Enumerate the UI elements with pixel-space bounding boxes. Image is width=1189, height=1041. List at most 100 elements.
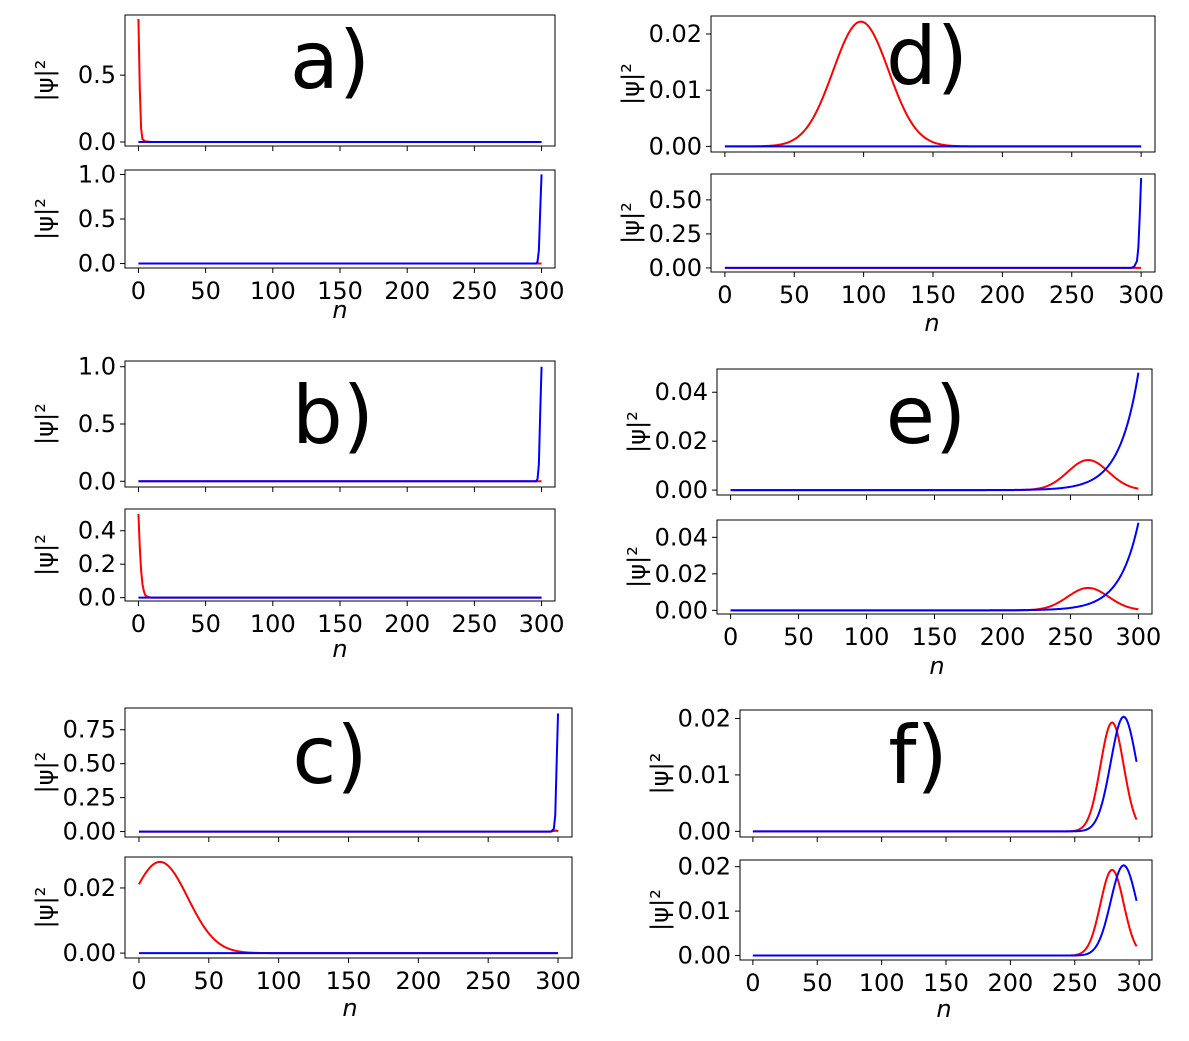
x-tick-label: 250 [465,967,511,995]
bottom-subplot: 0.00 0.02 0.04 0 50 100 150 200 250 300 |ψ|² [623,519,1162,651]
y-tick-label: 0.00 [655,596,708,624]
x-tick-label: 50 [802,969,833,997]
y-tick-label: 0.00 [678,817,731,845]
blue-line [752,864,1138,957]
x-tick-label: 100 [256,967,302,995]
x-tick-label: 50 [783,623,814,651]
x-tick-label: 150 [910,281,956,309]
y-tick-label: 0.02 [678,853,731,881]
y-tick-label: 0.0 [78,250,116,278]
axes-frame [124,508,556,602]
panel-a: 0.0 0.5 |ψ|² 0.0 0.5 1.0 0 50 100 150 200 250 300 |ψ|… [31,14,564,324]
x-tick-label: 300 [535,967,581,995]
x-tick-label: 300 [1116,969,1162,997]
y-tick-label: 0.25 [649,220,702,248]
x-axis-label: n [332,635,347,663]
x-tick-label: 150 [923,969,969,997]
x-tick-label: 50 [779,281,810,309]
y-tick-label: 0.00 [63,939,116,967]
y-axis-label: |ψ|² [31,887,59,929]
x-tick-label: 0 [131,610,146,638]
x-tick-label: 100 [859,969,905,997]
y-tick-label: 0.2 [78,550,116,578]
x-tick-label: 0 [131,277,146,305]
x-tick-label: 50 [190,610,221,638]
x-tick-label: 50 [190,277,221,305]
x-tick-label: 200 [395,967,441,995]
axes-frame [739,859,1153,961]
y-axis-label: |ψ|² [31,534,59,576]
x-tick-label: 0 [723,623,738,651]
y-tick-label: 0.01 [678,761,731,789]
x-tick-label: 200 [980,623,1026,651]
blue-line [730,522,1140,612]
bottom-subplot: 0.0 0.2 0.4 0 50 100 150 200 250 300 |ψ|² [31,508,564,638]
y-tick-label: 0.4 [78,517,116,545]
x-tick-label: 200 [384,610,430,638]
y-tick-label: 0.0 [78,467,116,495]
x-tick-label: 100 [250,610,296,638]
y-axis-label: |ψ|² [623,411,651,453]
x-tick-label: 250 [1048,623,1094,651]
x-tick-label: 100 [844,623,890,651]
x-axis-label: n [929,652,944,680]
y-tick-label: 0.02 [655,560,708,588]
y-tick-label: 0.00 [649,132,702,160]
blue-line [730,372,1140,492]
y-axis-label: |ψ|² [623,546,651,588]
x-tick-label: 200 [987,969,1033,997]
top-subplot: 0.00 0.25 0.50 0.75|ψ|² [31,707,573,846]
x-tick-label: 0 [131,967,146,995]
blue-line [138,174,543,265]
red-line [752,868,1138,957]
y-tick-label: 0.00 [649,254,702,282]
y-tick-label: 0.5 [78,410,116,438]
y-tick-label: 0.04 [655,378,708,406]
y-tick-label: 0.5 [78,205,116,233]
x-tick-label: 200 [384,277,430,305]
x-tick-label: 100 [841,281,887,309]
x-tick-label: 0 [745,969,760,997]
panel-e: 0.000.020.04|ψ|²0.000.020.040 50 100 150 200… [623,368,1162,680]
x-tick-label: 300 [1116,623,1162,651]
blue-line [138,713,560,833]
panel-label: f) [888,709,947,802]
blue-line [724,178,1143,269]
top-subplot: 0.0 0.5 1.0 |ψ|² [31,353,556,495]
y-tick-label: 0.02 [655,427,708,455]
panel-label: b) [292,369,374,462]
x-tick-label: 150 [317,277,363,305]
x-tick-label: 300 [1118,281,1164,309]
top-subplot: 0.0 0.5 |ψ|² [31,14,556,156]
y-tick-label: 0.02 [678,704,731,732]
y-tick-label: 0.04 [655,523,708,551]
x-axis-label: n [924,309,939,337]
y-axis-label: |ψ|² [31,60,59,102]
y-tick-label: 0.75 [63,716,116,744]
x-tick-label: 100 [250,277,296,305]
x-tick-label: 50 [194,967,225,995]
x-tick-label: 150 [912,623,958,651]
bottom-subplot: 0.00 0.01 0.02 0 50 100 150 200 250 300 |ψ|² [646,853,1162,997]
x-tick-label: 250 [1052,969,1098,997]
panel-label: a) [290,14,370,107]
bottom-subplot: 0.0 0.5 1.0 0 50 100 150 200 250 300 |ψ|² [31,160,564,305]
y-tick-label: 0.01 [649,76,702,104]
panel-b: 0.0 0.5 1.0 |ψ|² 0.0 0.2 0.4 0 50 100 150 200 250 300… [31,353,564,663]
y-tick-label: 0.01 [678,897,731,925]
axes-frame [716,519,1153,615]
panel-label: d) [886,10,968,103]
y-tick-label: 0.0 [78,584,116,612]
red-line [138,860,559,955]
x-tick-label: 250 [451,277,497,305]
y-tick-label: 0.50 [63,750,116,778]
y-tick-label: 0.25 [63,784,116,812]
x-tick-label: 200 [979,281,1025,309]
x-tick-label: 0 [717,281,732,309]
y-axis-label: |ψ|² [646,889,674,931]
y-tick-label: 1.0 [78,160,116,188]
x-tick-label: 250 [451,610,497,638]
top-subplot: 0.00 0.01 0.02|ψ|² [617,15,1156,160]
y-tick-label: 0.0 [78,128,116,156]
x-tick-label: 300 [519,277,565,305]
